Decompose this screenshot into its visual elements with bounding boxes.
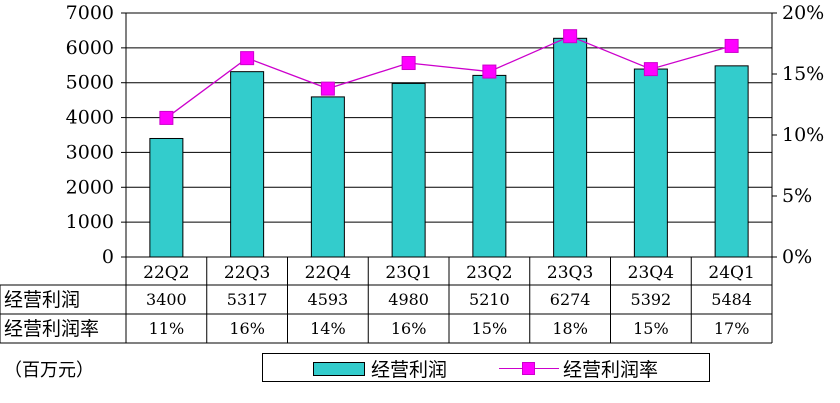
table-cell-value: 11% [149,319,185,338]
table-cell-value: 3400 [146,290,187,309]
table-cell-value: 5392 [631,290,672,309]
table-cell-value: 14% [310,319,346,338]
y-tick-label: 3000 [66,141,114,163]
line-marker [401,56,416,71]
line-marker [563,29,578,44]
y2-tick-label: 20% [782,2,824,24]
table-cell-value: 15% [472,319,508,338]
y2-axis-ticks: 0% 5% 10% 15% 20% [772,2,824,268]
y-tick-label: 6000 [66,37,114,59]
y-tick-label: 4000 [66,107,114,129]
bar [391,82,426,258]
y2-tick-label: 15% [782,63,824,85]
legend-line-marker [522,362,535,375]
table-row-label: 经营利润率 [4,318,99,340]
line-marker [724,38,739,53]
bar [714,65,749,258]
y-tick-label: 2000 [66,176,114,198]
y-tick-label: 5000 [66,72,114,94]
table-cell-value: 4593 [308,290,349,309]
x-tick-label: 22Q4 [305,263,351,283]
bar-series [149,37,749,258]
gridlines [126,12,772,223]
x-tick-label: 23Q1 [385,263,431,283]
legend: 经营利润 经营利润率 [262,353,710,382]
y-tick-label: 7000 [66,2,114,24]
bar [149,137,184,258]
y2-tick-label: 10% [782,124,824,146]
legend-line-label: 经营利润率 [563,359,659,381]
line-marker [159,110,174,125]
x-tick-label: 24Q1 [708,263,754,283]
legend-bar-swatch [313,362,365,376]
table-cell-value: 5484 [711,290,752,309]
table-cell-value: 17% [714,319,750,338]
table-cell-value: 15% [633,319,669,338]
line-marker [643,62,658,77]
plot-frame [125,12,773,258]
y2-tick-label: 0% [782,246,812,268]
bar [310,96,345,258]
table-row-label: 经营利润 [4,289,80,311]
table-cell-value: 5210 [469,290,510,309]
x-tick-label: 23Q2 [466,263,512,283]
bar [472,74,507,258]
x-tick-label: 23Q4 [628,263,674,283]
table-cell-value: 16% [391,319,427,338]
y-axis-ticks: 0 1000 2000 3000 4000 5000 6000 7000 [66,2,126,268]
table-cell-value: 18% [552,319,588,338]
bar [230,71,265,258]
y-tick-label: 1000 [66,211,114,233]
line-path [165,35,732,119]
line-marker [320,81,335,96]
table-cell-value: 5317 [227,290,268,309]
x-tick-label: 22Q2 [143,263,189,283]
plot-border [125,12,773,258]
data-table: 22Q2 22Q3 22Q4 23Q1 23Q2 23Q3 23Q4 24Q1 经营利润经营利润… [0,257,773,344]
y2-tick-label: 5% [782,185,812,207]
table-cell-value: 16% [229,319,265,338]
bar [633,68,668,258]
table-cell-value: 4980 [388,290,429,309]
line-series [159,29,739,125]
x-tick-label: 23Q3 [547,263,593,283]
bar [553,37,588,258]
legend-bar-label: 经营利润 [371,359,448,381]
table-cell-value: 6274 [550,290,591,309]
x-tick-label: 22Q3 [224,263,270,283]
line-marker [482,64,497,79]
line-marker [240,51,255,66]
y-tick-label: 0 [102,246,114,268]
unit-label: （百万元） [4,360,94,381]
